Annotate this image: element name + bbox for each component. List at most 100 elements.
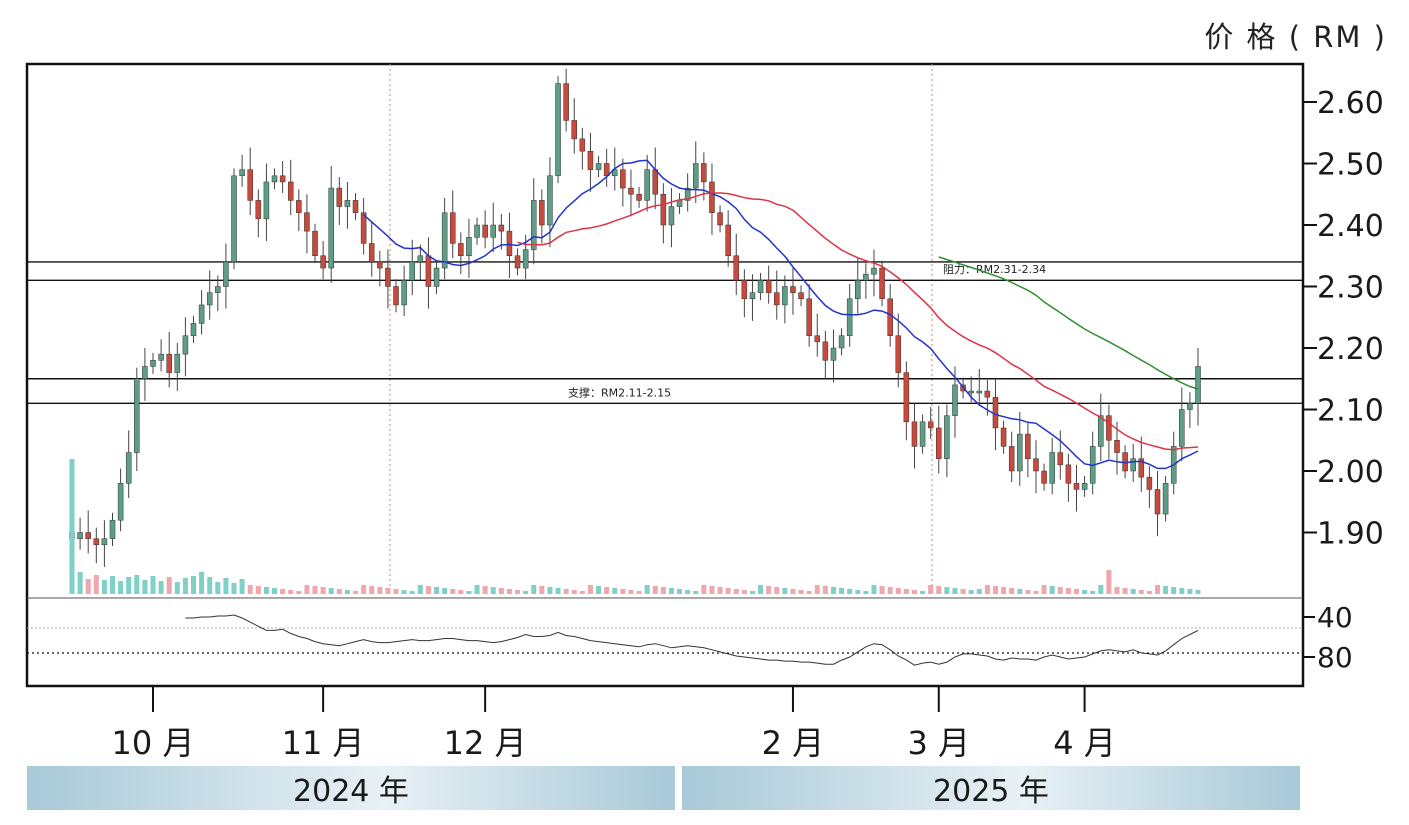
candle-body xyxy=(782,286,788,306)
candle-body xyxy=(239,169,245,177)
volume-bar xyxy=(944,587,950,594)
volume-bar xyxy=(798,590,804,594)
candle-body xyxy=(1033,458,1039,472)
volume-bar xyxy=(571,590,577,594)
volume-bar xyxy=(296,591,302,594)
candle-body xyxy=(158,353,164,361)
candle-body xyxy=(692,163,699,189)
candle-body xyxy=(101,538,108,546)
candle-body xyxy=(425,255,432,287)
y-tick-label: 2.60 xyxy=(1317,86,1384,121)
candle-body xyxy=(757,280,764,293)
volume-bar xyxy=(782,588,788,594)
volume-bar xyxy=(466,591,472,594)
volume-bar xyxy=(984,585,990,594)
candle-body xyxy=(806,298,812,336)
volume-bar xyxy=(1179,588,1185,594)
volume-bar xyxy=(272,588,278,594)
candle-body xyxy=(984,390,991,398)
volume-bar xyxy=(1073,589,1080,594)
candle-body xyxy=(166,353,172,373)
candle-body xyxy=(328,187,334,269)
candle-body xyxy=(1065,464,1072,484)
candle-body xyxy=(441,212,448,269)
candle-body xyxy=(1122,452,1128,472)
candle-body xyxy=(652,169,659,195)
volume-bar xyxy=(336,589,342,594)
candle-body xyxy=(668,206,675,226)
candle-body xyxy=(85,532,91,539)
volume-bar xyxy=(701,585,707,594)
candle-body xyxy=(255,200,262,220)
candle-body xyxy=(77,532,83,539)
candle-body xyxy=(1187,403,1193,410)
volume-bar xyxy=(353,591,359,594)
volume-bar xyxy=(1122,588,1128,594)
candle-body xyxy=(936,427,942,459)
volume-bar xyxy=(830,587,836,594)
volume-bar xyxy=(174,582,180,594)
candle-body xyxy=(798,292,804,300)
volume-bar xyxy=(1041,585,1047,594)
year-band-2025: 2025 年 xyxy=(682,766,1300,810)
candle-body xyxy=(579,138,586,152)
candle-body xyxy=(628,187,634,195)
volume-bar xyxy=(312,586,318,594)
candle-body xyxy=(555,83,561,177)
volume-bar xyxy=(628,590,634,594)
volume-bar xyxy=(587,585,593,594)
candle-body xyxy=(765,280,772,293)
volume-bar xyxy=(879,586,885,594)
volume-bar xyxy=(1106,570,1112,594)
volume-bar xyxy=(409,591,415,594)
volume-bar xyxy=(361,585,367,594)
candle-body xyxy=(790,286,796,293)
resistance-label: 阻力：RM2.31-2.34 xyxy=(943,263,1046,276)
candle-body xyxy=(215,286,221,293)
candle-body xyxy=(855,280,861,300)
candle-body xyxy=(304,212,310,232)
rsi-tick-label: 80 xyxy=(1317,641,1353,674)
volume-bar xyxy=(434,587,440,594)
volume-bar xyxy=(847,589,853,594)
volume-bar xyxy=(855,590,861,594)
ma-long-line xyxy=(938,256,1199,390)
volume-bar xyxy=(207,577,213,594)
month-label: 11 月 xyxy=(281,724,365,762)
candle-body xyxy=(312,230,318,256)
volume-bar xyxy=(369,586,375,594)
volume-bar xyxy=(215,582,221,594)
month-label: 12 月 xyxy=(443,724,527,762)
candle-body xyxy=(352,200,359,213)
volume-bar xyxy=(1049,586,1055,594)
candle-body xyxy=(684,187,691,201)
volume-bar xyxy=(385,588,391,594)
candle-body xyxy=(1057,452,1064,466)
volume-bar xyxy=(190,576,197,594)
candle-body xyxy=(774,292,780,306)
volume-bar xyxy=(790,589,796,594)
volume-bar xyxy=(101,580,107,594)
candle-body xyxy=(474,224,480,238)
y-tick-label: 2.40 xyxy=(1317,209,1384,244)
month-label: 10 月 xyxy=(111,724,195,762)
rsi-tick-label: 40 xyxy=(1317,601,1353,634)
candle-body xyxy=(336,187,343,207)
volume-bar xyxy=(733,589,739,594)
volume-bar xyxy=(231,583,237,594)
volume-bar xyxy=(93,575,99,594)
candle-body xyxy=(514,255,521,269)
volume-bar xyxy=(547,587,553,594)
candle-body xyxy=(992,396,999,429)
volume-bar xyxy=(77,572,83,594)
volume-bar xyxy=(223,578,229,594)
volume-bar xyxy=(158,581,164,594)
candle-body xyxy=(174,353,181,373)
candle-body xyxy=(1179,409,1185,447)
volume-bar xyxy=(579,591,585,594)
volume-bar xyxy=(936,586,942,594)
volume-bar xyxy=(1098,585,1104,594)
volume-bar xyxy=(1057,587,1063,594)
candle-body xyxy=(142,366,148,380)
volume-bar xyxy=(1082,590,1088,594)
